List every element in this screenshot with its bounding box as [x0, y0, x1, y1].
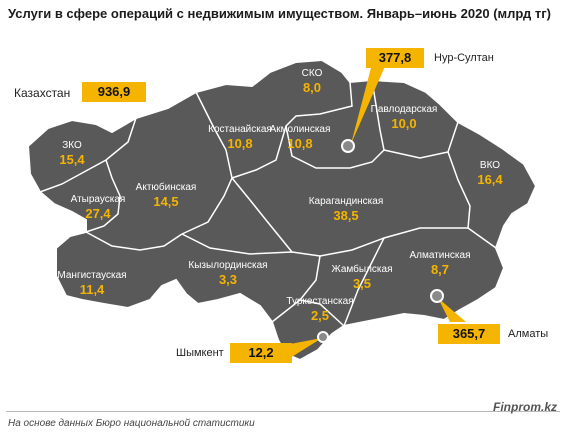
region-name-sko: СКО: [301, 68, 323, 79]
region-value-mangystau: 11,4: [79, 282, 105, 297]
region-value-akmola: 10,8: [287, 136, 313, 151]
region-name-zhambyl: Жамбылская: [331, 264, 393, 275]
region-value-sko: 8,0: [302, 80, 322, 95]
region-name-aktobe: Актюбинская: [135, 182, 197, 193]
brand-logo: Finprom.kz: [493, 400, 558, 414]
region-value-almaty: 8,7: [430, 262, 450, 277]
region-pavlodar: Павлодарская 10,0: [344, 104, 464, 132]
region-mangystau: Мангистауская 11,4: [32, 270, 152, 298]
region-aktobe: Актюбинская 14,5: [106, 182, 226, 210]
callout-pointer-shymkent: [290, 338, 322, 358]
region-value-pavlodar: 10,0: [391, 116, 417, 131]
city-badge-shymkent: 12,2: [230, 343, 292, 363]
region-zko: ЗКО 15,4: [12, 140, 132, 168]
region-name-pavlodar: Павлодарская: [370, 104, 438, 115]
city-marker-shymkent: [317, 331, 329, 343]
region-name-kostanay: Костанайская: [208, 124, 272, 135]
city-marker-almaty: [430, 289, 444, 303]
region-kyzylorda: Кызылординская 3,3: [168, 260, 288, 288]
region-atyrau: Атырауская 27,4: [38, 194, 158, 222]
region-name-karaganda: Карагандинская: [308, 196, 384, 207]
region-value-vko: 16,4: [477, 172, 503, 187]
region-karaganda: Карагандинская 38,5: [286, 196, 406, 224]
region-name-atyrau: Атырауская: [70, 194, 126, 205]
region-value-kyzylorda: 3,3: [218, 272, 238, 287]
city-label-almaty: Алматы: [508, 328, 549, 340]
callout-pointer-almaty: [438, 298, 466, 322]
city-marker-nur-sultan: [341, 139, 355, 153]
city-label-nur-sultan: Нур-Султан: [434, 52, 494, 64]
region-value-kostanay: 10,8: [227, 136, 253, 151]
region-value-zko: 15,4: [59, 152, 85, 167]
region-name-kyzylorda: Кызылординская: [188, 260, 268, 271]
city-label-shymkent: Шымкент: [176, 347, 224, 359]
region-borders: [39, 79, 497, 327]
region-name-vko: ВКО: [479, 160, 501, 171]
region-name-mangystau: Мангистауская: [57, 270, 127, 281]
source-note: На основе данных Бюро национальной стати…: [8, 418, 255, 429]
city-badge-nur-sultan: 377,8: [366, 48, 424, 68]
region-value-aktobe: 14,5: [153, 194, 179, 209]
region-zhambyl: Жамбылская 3,5: [302, 264, 422, 292]
region-name-akmola: Акмолинская: [269, 124, 331, 135]
region-sko: СКО 8,0: [252, 68, 372, 96]
region-value-turkestan: 2,5: [310, 308, 330, 323]
total-badge: 936,9: [82, 82, 146, 102]
footer-divider: [6, 411, 560, 412]
region-turkestan: Туркестанская 2,5: [260, 296, 380, 324]
region-value-atyrau: 27,4: [85, 206, 111, 221]
region-vko: ВКО 16,4: [430, 160, 550, 188]
region-name-zko: ЗКО: [62, 140, 82, 151]
region-value-karaganda: 38,5: [333, 208, 359, 223]
region-kostanay: Костанайская 10,8: [180, 124, 300, 152]
region-value-zhambyl: 3,5: [352, 276, 372, 291]
region-name-turkestan: Туркестанская: [286, 296, 354, 307]
region-name-almaty: Алматинская: [409, 250, 471, 261]
page-title: Услуги в сфере операций с недвижимым иму…: [8, 6, 551, 21]
callout-pointer-nur-sultan: [351, 64, 386, 144]
region-akmola: Акмолинская 10,8: [240, 124, 360, 152]
total-label: Казахстан: [14, 86, 71, 100]
city-badge-almaty: 365,7: [438, 324, 500, 344]
country-outline: [26, 58, 538, 362]
region-almaty: Алматинская 8,7: [380, 250, 500, 278]
